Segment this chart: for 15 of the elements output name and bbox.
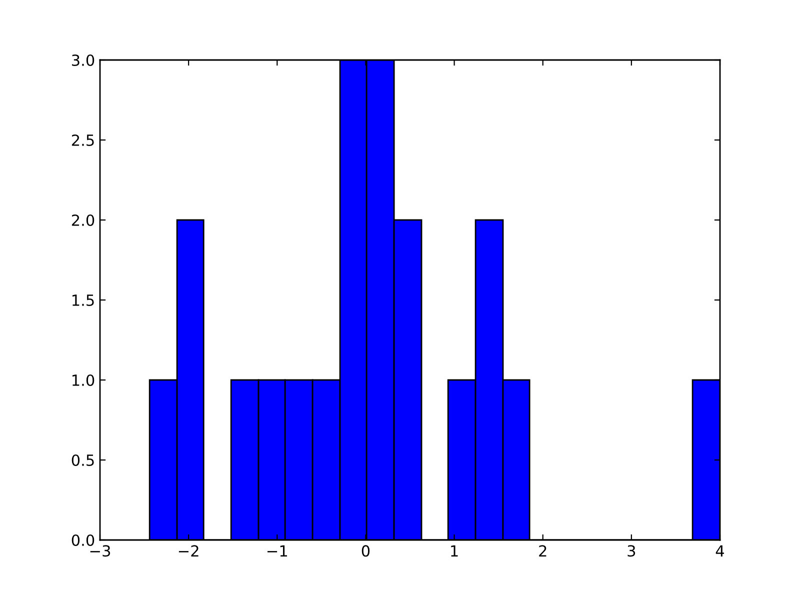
x-tick-label: 0 xyxy=(362,545,370,557)
x-tick-label: 1 xyxy=(451,545,458,556)
y-tick-label: 2.5 xyxy=(72,134,94,146)
x-tick-label: 2 xyxy=(539,545,546,556)
x-tick-label: −3 xyxy=(90,545,110,557)
x-tick-label: 3 xyxy=(628,545,636,557)
y-tick-label: 1.5 xyxy=(72,294,94,306)
x-tick-label: −1 xyxy=(268,545,287,556)
y-tick-label: 0.5 xyxy=(72,454,94,466)
y-tick-label: 3.0 xyxy=(72,54,94,66)
y-tick-label: 0.0 xyxy=(72,534,94,546)
y-tick-label: 2.0 xyxy=(72,214,94,226)
x-tick-label: 4 xyxy=(716,545,724,556)
x-tick-label: −2 xyxy=(178,545,198,556)
y-tick-label: 1.0 xyxy=(72,374,94,386)
